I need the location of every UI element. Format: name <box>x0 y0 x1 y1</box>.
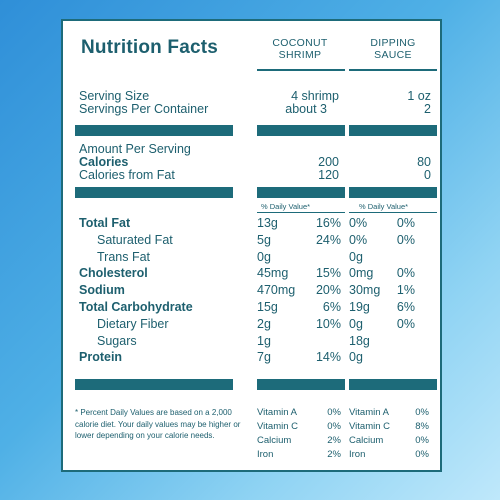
sauce-daily-value: 0% <box>396 216 415 230</box>
serving-size-sauce: 1 oz <box>407 89 431 103</box>
vitamin-value: 0% <box>327 421 341 432</box>
vitamin-name: Calcium <box>257 435 292 446</box>
vitamin-value: 0% <box>415 435 429 446</box>
shrimp-amount: 5g <box>257 232 271 247</box>
nutrient-label: Dietary Fiber <box>97 316 169 331</box>
vitamin-name: Iron <box>349 449 366 460</box>
nutrient-label: Cholesterol <box>79 266 148 281</box>
section-bar <box>75 125 233 136</box>
header-rule-shrimp <box>257 69 345 71</box>
vitamin-value: 2% <box>327 435 341 446</box>
shrimp-amount: 2g <box>257 316 271 331</box>
vitamin-name: Iron <box>257 449 274 460</box>
nutrient-label: Total Fat <box>79 216 131 230</box>
shrimp-amount: 470mg <box>257 283 296 298</box>
serving-size-label: Serving Size <box>79 89 150 103</box>
sauce-daily-value: 6% <box>396 300 415 314</box>
section-bar <box>349 187 437 198</box>
shrimp-amount: 7g <box>257 350 271 365</box>
servings-per-container-shrimp: about 3 <box>285 102 327 116</box>
calories-label: Calories <box>79 155 129 169</box>
calories-from-fat-sauce: 0 <box>424 168 431 182</box>
column-header-shrimp-line2: SHRIMP <box>278 49 322 61</box>
section-bar <box>75 187 233 198</box>
shrimp-daily-value: 24% <box>315 232 341 247</box>
vitamin-value: 0% <box>327 407 341 418</box>
shrimp-daily-value: 10% <box>315 316 341 331</box>
sauce-daily-value: 1% <box>396 283 415 298</box>
shrimp-daily-value: 16% <box>315 216 341 230</box>
calories-sauce: 80 <box>417 155 431 169</box>
shrimp-daily-value: 6% <box>322 300 341 314</box>
sauce-amount: 19g <box>349 300 370 314</box>
sauce-amount: 0g <box>349 249 363 264</box>
sauce-daily-value: 0% <box>396 232 415 247</box>
shrimp-daily-value: 15% <box>315 266 341 281</box>
section-bar <box>349 379 437 390</box>
shrimp-daily-value: 20% <box>315 283 341 298</box>
nutrient-label: Trans Fat <box>97 249 151 264</box>
vitamin-name: Vitamin C <box>257 421 299 432</box>
vitamin-value: 2% <box>327 449 341 460</box>
nutrient-label: Sodium <box>79 283 125 298</box>
section-bar <box>257 187 345 198</box>
header-rule-sauce <box>349 69 437 71</box>
section-bar <box>257 379 345 390</box>
sauce-amount: 0mg <box>349 266 374 281</box>
sauce-amount: 0% <box>349 216 368 230</box>
daily-value-header-sauce: % Daily Value* <box>359 202 409 211</box>
nutrient-label: Protein <box>79 350 123 365</box>
nutrition-label: Nutrition Facts COCONUT SHRIMP DIPPING S… <box>61 19 442 472</box>
sauce-daily-value: 0% <box>396 266 415 281</box>
section-bar <box>75 379 233 390</box>
column-header-shrimp: COCONUT SHRIMP <box>259 37 341 61</box>
sauce-daily-value: 0% <box>396 316 415 331</box>
vitamin-name: Vitamin C <box>349 421 391 432</box>
shrimp-amount: 0g <box>257 249 271 264</box>
vitamin-name: Vitamin A <box>257 407 297 418</box>
shrimp-amount: 45mg <box>257 266 289 281</box>
amount-per-serving-label: Amount Per Serving <box>79 142 191 156</box>
sauce-amount: 30mg <box>349 283 381 298</box>
calories-shrimp: 200 <box>318 155 339 169</box>
section-bar <box>257 125 345 136</box>
calories-from-fat-label: Calories from Fat <box>79 168 175 182</box>
nutrient-label: Total Carbohydrate <box>79 300 193 314</box>
daily-value-header-shrimp: % Daily Value* <box>261 202 311 211</box>
vitamin-value: 0% <box>415 449 429 460</box>
shrimp-daily-value: 14% <box>315 350 341 365</box>
shrimp-amount: 13g <box>257 216 278 230</box>
vitamin-name: Vitamin A <box>349 407 389 418</box>
sauce-amount: 0g <box>349 316 363 331</box>
column-header-shrimp-line1: COCONUT <box>272 37 328 49</box>
nutrient-label: Saturated Fat <box>97 232 173 247</box>
nutrient-label: Sugars <box>97 333 137 348</box>
daily-value-rule-shrimp <box>257 212 345 213</box>
sauce-amount: 18g <box>349 333 370 348</box>
shrimp-amount: 15g <box>257 300 278 314</box>
shrimp-amount: 1g <box>257 333 271 348</box>
vitamin-value: 8% <box>415 421 429 432</box>
label-title: Nutrition Facts <box>81 37 219 58</box>
column-header-sauce-line1: DIPPING <box>370 37 416 49</box>
daily-value-footnote: * Percent Daily Values are based on a 2,… <box>75 408 241 440</box>
vitamin-value: 0% <box>415 407 429 418</box>
servings-per-container-label: Servings Per Container <box>79 102 209 116</box>
daily-value-rule-sauce <box>349 212 437 213</box>
column-header-sauce-line2: SAUCE <box>374 49 412 61</box>
sauce-amount: 0g <box>349 350 363 365</box>
section-bar <box>349 125 437 136</box>
vitamin-name: Calcium <box>349 435 384 446</box>
calories-from-fat-shrimp: 120 <box>318 168 339 182</box>
serving-size-shrimp: 4 shrimp <box>291 89 339 103</box>
column-header-sauce: DIPPING SAUCE <box>353 37 433 61</box>
servings-per-container-sauce: 2 <box>424 102 431 116</box>
sauce-amount: 0% <box>349 232 368 247</box>
